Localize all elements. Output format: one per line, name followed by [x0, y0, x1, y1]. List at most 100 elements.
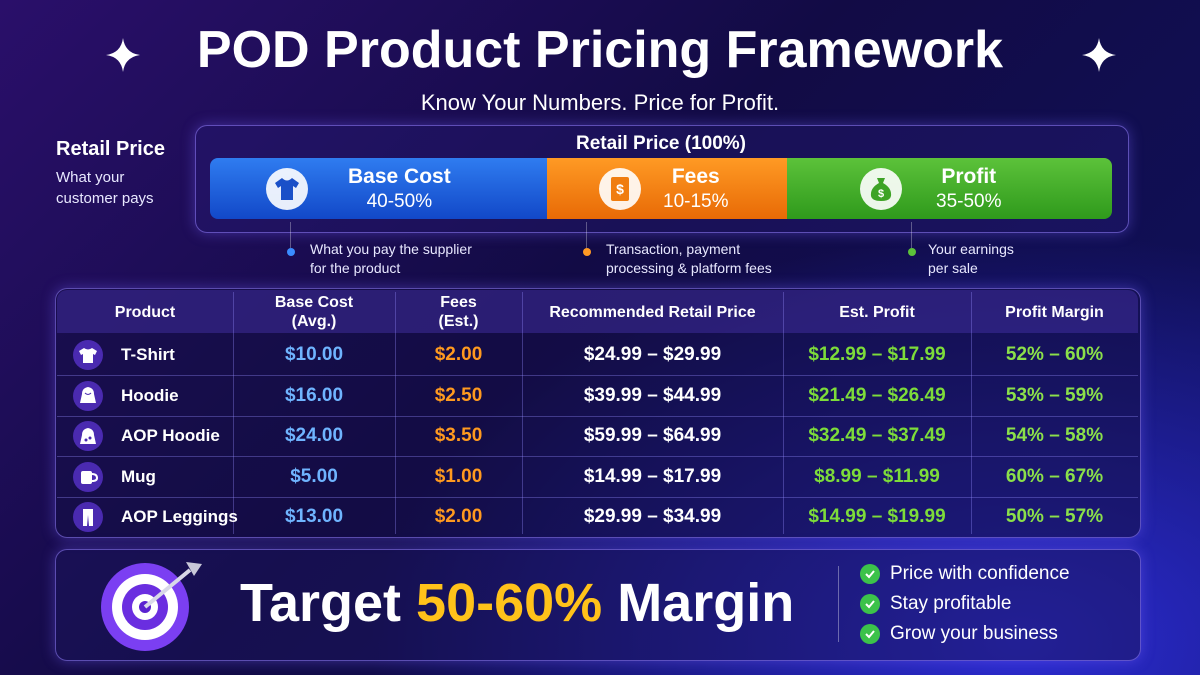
table-cell: 60% – 67% [1005, 465, 1104, 487]
moneybag-icon: $ [860, 167, 902, 210]
table-cell: $2.00 [434, 344, 483, 365]
product-icon [73, 502, 103, 532]
table-cell: $39.99 – $44.99 [583, 384, 722, 406]
connector [911, 222, 912, 248]
table-cell: $2.00 [434, 506, 483, 527]
product-name: Mug [121, 466, 156, 486]
check-item: Price with confidence [860, 563, 1070, 585]
table-cell: $12.99 – $17.99 [808, 344, 946, 365]
table-cell: $10.00 [284, 344, 344, 365]
column-header: Profit Margin [1005, 303, 1104, 321]
column-header: Base Cost (Avg.) [274, 294, 354, 330]
table-cell: $59.99 – $64.99 [583, 425, 722, 446]
segment-name: Base Cost [348, 164, 451, 188]
row-divider [57, 375, 1138, 376]
column-divider [395, 292, 396, 534]
receipt-icon: $ [599, 167, 641, 210]
product-name: AOP Hoodie [121, 426, 220, 445]
title: POD Product Pricing Framework [196, 21, 1004, 79]
note-dot [287, 248, 295, 256]
table-cell: 50% – 57% [1005, 506, 1104, 527]
target-prefix: Target [240, 573, 402, 633]
table-cell: $14.99 – $17.99 [583, 465, 722, 487]
column-header: Est. Profit [839, 303, 915, 321]
segment-note: Transaction, payment processing & platfo… [606, 241, 772, 276]
row-divider [57, 415, 1138, 417]
connector [586, 222, 587, 248]
product-icon [73, 340, 103, 370]
segment-name: Profit [941, 164, 997, 188]
check-text: Price with confidence [890, 563, 1070, 584]
target-text: Target 50-60% Margin [240, 572, 794, 634]
subtitle: Know Your Numbers. Price for Profit. [420, 90, 780, 115]
sparkle [1082, 38, 1116, 72]
check-text: Grow your business [890, 623, 1058, 644]
check-icon [860, 624, 880, 644]
divider [838, 566, 839, 642]
table-header [57, 290, 1138, 333]
check-item: Stay profitable [860, 593, 1070, 615]
breakdown-label: Retail Price [56, 138, 165, 160]
table-cell: $13.00 [284, 506, 344, 527]
footer-panel [55, 549, 1141, 661]
product-icon [73, 461, 103, 492]
column-header: Product [114, 303, 176, 321]
note-dot [583, 248, 591, 256]
product-name: AOP Leggings [121, 507, 238, 526]
table-cell: $14.99 – $19.99 [808, 506, 946, 527]
segment-base-cost: Base Cost 40-50% [210, 158, 547, 219]
column-header: Recommended Retail Price [549, 303, 756, 321]
checklist: Price with confidence Stay profitable Grow… [860, 563, 1070, 645]
segment-note: Your earnings per sale [928, 241, 1014, 276]
column-header: Fees (Est.) [438, 294, 479, 330]
table-cell: $21.49 – $26.49 [808, 384, 946, 406]
sparkle [106, 38, 140, 72]
segment-text: Fees 10-15% [663, 164, 729, 214]
bar-title: Retail Price (100%) [575, 133, 747, 154]
product-icon [73, 421, 103, 451]
connector [290, 222, 291, 248]
svg-text:$: $ [878, 188, 884, 200]
column-divider [522, 292, 523, 534]
table-cell: 52% – 60% [1005, 344, 1104, 365]
table-cell: $3.50 [434, 425, 483, 446]
target-highlight: 50-60% [416, 573, 603, 633]
row-divider [57, 456, 1138, 457]
target-suffix: Margin [617, 573, 795, 633]
target-icon [101, 562, 202, 651]
segment-note: What you pay the supplier for the produc… [310, 241, 472, 276]
table-cell: 54% – 58% [1005, 425, 1104, 446]
product-name: T-Shirt [121, 345, 175, 364]
product-icon [73, 380, 103, 411]
column-divider [233, 292, 234, 534]
segment-name: Fees [671, 164, 720, 188]
table-cell: 53% – 59% [1005, 384, 1104, 406]
table-cell: $24.99 – $29.99 [583, 344, 722, 365]
check-text: Stay profitable [890, 593, 1012, 614]
table-cell: $32.49 – $37.49 [808, 425, 946, 446]
table-cell: $29.99 – $34.99 [583, 506, 722, 527]
table-cell: $8.99 – $11.99 [814, 465, 940, 487]
product-name: Hoodie [121, 385, 179, 405]
segment-range: 40-50% [366, 190, 433, 212]
note-dot [908, 248, 916, 256]
table-cell: $1.00 [434, 465, 483, 487]
segment-fees: $ Fees 10-15% [547, 158, 787, 219]
table-cell: $16.00 [284, 384, 344, 406]
row-divider [57, 496, 1138, 498]
column-divider [783, 292, 784, 534]
segment-range: 10-15% [663, 190, 729, 212]
segment-range: 35-50% [936, 190, 1002, 212]
check-icon [860, 594, 880, 614]
column-divider [971, 292, 972, 534]
table-cell: $2.50 [434, 384, 483, 406]
table-cell: $24.00 [284, 425, 344, 446]
segment-profit: $ Profit 35-50% [787, 158, 1112, 219]
pricing-table [55, 288, 1141, 538]
svg-text:$: $ [616, 181, 624, 197]
shirt-icon [266, 167, 308, 210]
breakdown-note: What your customer pays [56, 169, 154, 207]
check-item: Grow your business [860, 623, 1070, 645]
segment-text: Profit 35-50% [936, 164, 1002, 214]
